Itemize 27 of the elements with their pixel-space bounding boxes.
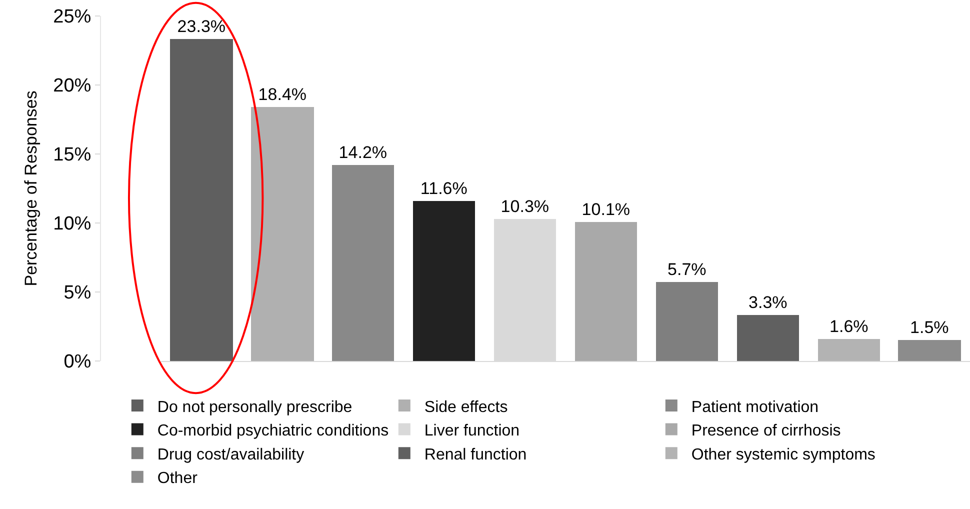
data-label: 14.2% (338, 143, 387, 162)
data-label: 10.3% (500, 197, 549, 216)
legend-label: Patient motivation (691, 398, 819, 416)
legend-label: Side effects (424, 398, 508, 416)
legend-label: Other systemic symptoms (691, 446, 876, 464)
data-label: 1.6% (830, 317, 868, 336)
y-axis-title: Percentage of Responses (22, 90, 41, 286)
data-label: 18.4% (258, 85, 306, 104)
legend-label: Liver function (424, 422, 520, 440)
y-tick-label: 15% (53, 144, 92, 166)
data-label: 23.3% (177, 17, 226, 36)
legend-label: Drug cost/availability (157, 446, 304, 464)
y-tick-label: 25% (53, 6, 92, 28)
legend-label: Do not personally prescribe (157, 398, 352, 416)
data-label: 5.7% (668, 260, 706, 279)
legend-label: Other (157, 470, 198, 488)
y-tick-label: 20% (53, 76, 92, 97)
y-tick-label: 5% (64, 282, 92, 304)
data-label: 1.5% (910, 318, 949, 337)
data-label: 10.1% (582, 200, 630, 219)
legend-label: Co-morbid psychiatric conditions (157, 422, 389, 440)
data-label: 3.3% (748, 293, 788, 312)
legend-label: Presence of cirrhosis (691, 422, 841, 440)
data-label: 11.6% (420, 179, 468, 198)
y-tick-label: 10% (53, 214, 92, 235)
legend-label: Renal function (424, 446, 527, 464)
y-tick-label: 0% (64, 352, 92, 373)
